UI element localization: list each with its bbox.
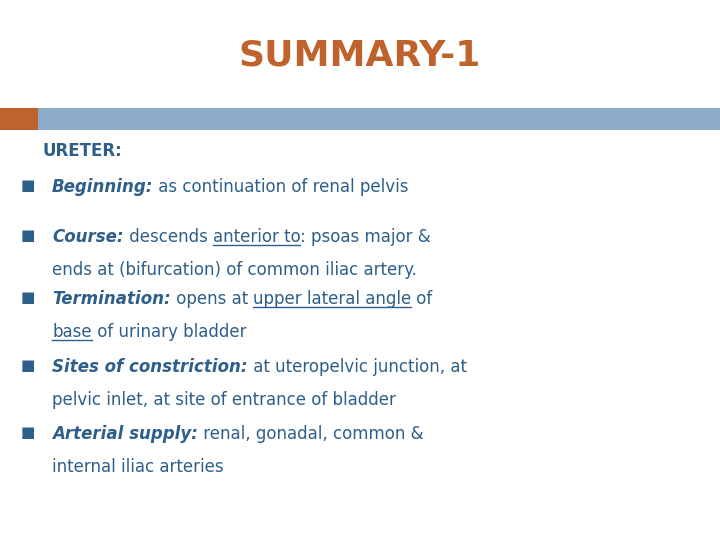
Text: ■: ■ (21, 425, 35, 440)
Text: of urinary bladder: of urinary bladder (91, 323, 246, 341)
Text: ■: ■ (21, 178, 35, 193)
Text: opens at: opens at (171, 290, 253, 308)
Text: ■: ■ (21, 290, 35, 305)
Text: renal, gonadal, common &: renal, gonadal, common & (198, 425, 423, 443)
Text: of: of (411, 290, 433, 308)
Text: ends at (bifurcation) of common iliac artery.: ends at (bifurcation) of common iliac ar… (52, 261, 417, 279)
Text: upper lateral angle: upper lateral angle (253, 290, 411, 308)
Text: SUMMARY-1: SUMMARY-1 (239, 38, 481, 72)
Text: Course:: Course: (52, 228, 124, 246)
Text: ■: ■ (21, 228, 35, 243)
Text: ■: ■ (21, 358, 35, 373)
Text: URETER:: URETER: (42, 142, 122, 160)
Text: anterior to: anterior to (212, 228, 300, 246)
Text: internal iliac arteries: internal iliac arteries (52, 458, 224, 476)
Text: at uteropelvic junction, at: at uteropelvic junction, at (248, 358, 467, 376)
Bar (0, 108, 38, 130)
Text: pelvic inlet, at site of entrance of bladder: pelvic inlet, at site of entrance of bla… (52, 391, 396, 409)
Text: Sites of constriction:: Sites of constriction: (52, 358, 248, 376)
Text: descends: descends (124, 228, 212, 246)
Text: as continuation of renal pelvis: as continuation of renal pelvis (153, 178, 409, 196)
Text: base: base (52, 323, 91, 341)
Text: : psoas major &: : psoas major & (300, 228, 431, 246)
Text: Beginning:: Beginning: (52, 178, 153, 196)
Text: Arterial supply:: Arterial supply: (52, 425, 198, 443)
Text: Termination:: Termination: (52, 290, 171, 308)
Bar (0, 108, 720, 130)
